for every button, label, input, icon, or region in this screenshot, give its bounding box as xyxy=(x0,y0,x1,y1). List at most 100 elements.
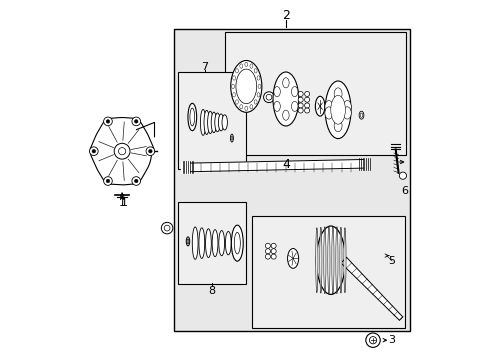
Circle shape xyxy=(161,222,172,234)
Bar xyxy=(178,72,246,169)
Ellipse shape xyxy=(234,232,240,254)
Circle shape xyxy=(304,108,309,113)
Circle shape xyxy=(103,177,112,185)
Text: 1: 1 xyxy=(119,198,125,208)
Ellipse shape xyxy=(207,111,213,134)
Ellipse shape xyxy=(282,110,288,120)
Ellipse shape xyxy=(324,100,332,113)
Circle shape xyxy=(298,91,303,96)
Ellipse shape xyxy=(335,227,337,294)
Ellipse shape xyxy=(257,93,260,97)
Circle shape xyxy=(89,147,98,156)
Bar xyxy=(224,32,406,155)
Ellipse shape xyxy=(327,226,329,294)
Ellipse shape xyxy=(331,226,333,294)
Circle shape xyxy=(263,92,274,103)
Circle shape xyxy=(270,254,276,259)
Circle shape xyxy=(146,147,154,156)
Text: 4: 4 xyxy=(282,158,289,171)
Ellipse shape xyxy=(343,100,350,113)
Ellipse shape xyxy=(199,228,204,258)
Ellipse shape xyxy=(211,112,216,133)
Circle shape xyxy=(365,333,380,347)
Bar xyxy=(174,29,409,331)
Ellipse shape xyxy=(187,239,188,244)
Text: 2: 2 xyxy=(282,9,289,22)
Ellipse shape xyxy=(192,227,198,259)
Circle shape xyxy=(399,172,406,179)
Ellipse shape xyxy=(225,231,231,255)
Circle shape xyxy=(106,120,109,123)
Circle shape xyxy=(118,148,125,155)
Bar xyxy=(178,202,246,284)
Ellipse shape xyxy=(222,115,227,130)
Text: 7: 7 xyxy=(201,62,208,72)
Circle shape xyxy=(298,103,303,108)
Circle shape xyxy=(134,179,138,183)
Ellipse shape xyxy=(239,105,242,109)
Ellipse shape xyxy=(214,113,220,132)
Ellipse shape xyxy=(343,228,346,293)
Text: 5: 5 xyxy=(388,256,395,266)
Circle shape xyxy=(265,249,270,254)
Ellipse shape xyxy=(235,69,238,73)
Text: 3: 3 xyxy=(387,335,394,345)
Ellipse shape xyxy=(239,64,242,68)
Text: 1: 1 xyxy=(120,198,127,208)
Ellipse shape xyxy=(273,101,280,111)
Ellipse shape xyxy=(249,64,252,68)
Ellipse shape xyxy=(315,96,324,116)
Ellipse shape xyxy=(189,108,194,126)
Ellipse shape xyxy=(258,84,261,89)
Ellipse shape xyxy=(339,227,341,293)
Ellipse shape xyxy=(254,100,257,104)
Ellipse shape xyxy=(343,107,350,119)
Circle shape xyxy=(114,143,130,159)
Circle shape xyxy=(298,108,303,113)
Ellipse shape xyxy=(291,87,297,97)
Ellipse shape xyxy=(325,81,350,139)
Ellipse shape xyxy=(205,229,211,257)
Ellipse shape xyxy=(235,69,256,104)
Ellipse shape xyxy=(230,134,233,142)
Circle shape xyxy=(304,91,309,96)
Ellipse shape xyxy=(244,62,247,67)
Ellipse shape xyxy=(200,109,205,135)
Ellipse shape xyxy=(187,103,196,131)
Ellipse shape xyxy=(212,230,218,257)
Circle shape xyxy=(298,97,303,102)
Ellipse shape xyxy=(249,105,252,109)
Ellipse shape xyxy=(272,72,298,126)
Ellipse shape xyxy=(218,230,224,256)
Ellipse shape xyxy=(360,113,362,117)
Circle shape xyxy=(368,337,376,344)
Circle shape xyxy=(134,120,138,123)
Ellipse shape xyxy=(324,107,332,119)
Ellipse shape xyxy=(254,69,257,73)
Ellipse shape xyxy=(287,248,298,268)
Ellipse shape xyxy=(291,101,297,111)
Circle shape xyxy=(304,103,309,108)
Circle shape xyxy=(132,177,140,185)
Circle shape xyxy=(132,117,140,126)
Ellipse shape xyxy=(330,95,345,124)
Ellipse shape xyxy=(333,120,342,132)
Bar xyxy=(251,216,404,328)
Circle shape xyxy=(270,249,276,254)
Circle shape xyxy=(103,117,112,126)
Circle shape xyxy=(148,149,152,153)
Ellipse shape xyxy=(282,78,288,88)
Ellipse shape xyxy=(323,227,325,294)
Ellipse shape xyxy=(232,93,235,97)
Ellipse shape xyxy=(203,111,209,135)
Ellipse shape xyxy=(358,111,363,119)
Circle shape xyxy=(270,243,276,248)
Circle shape xyxy=(92,149,96,153)
Ellipse shape xyxy=(231,84,234,89)
Ellipse shape xyxy=(230,60,261,112)
Ellipse shape xyxy=(319,227,321,293)
Ellipse shape xyxy=(218,114,224,131)
Circle shape xyxy=(304,97,309,102)
Ellipse shape xyxy=(231,225,243,261)
Circle shape xyxy=(265,254,270,259)
